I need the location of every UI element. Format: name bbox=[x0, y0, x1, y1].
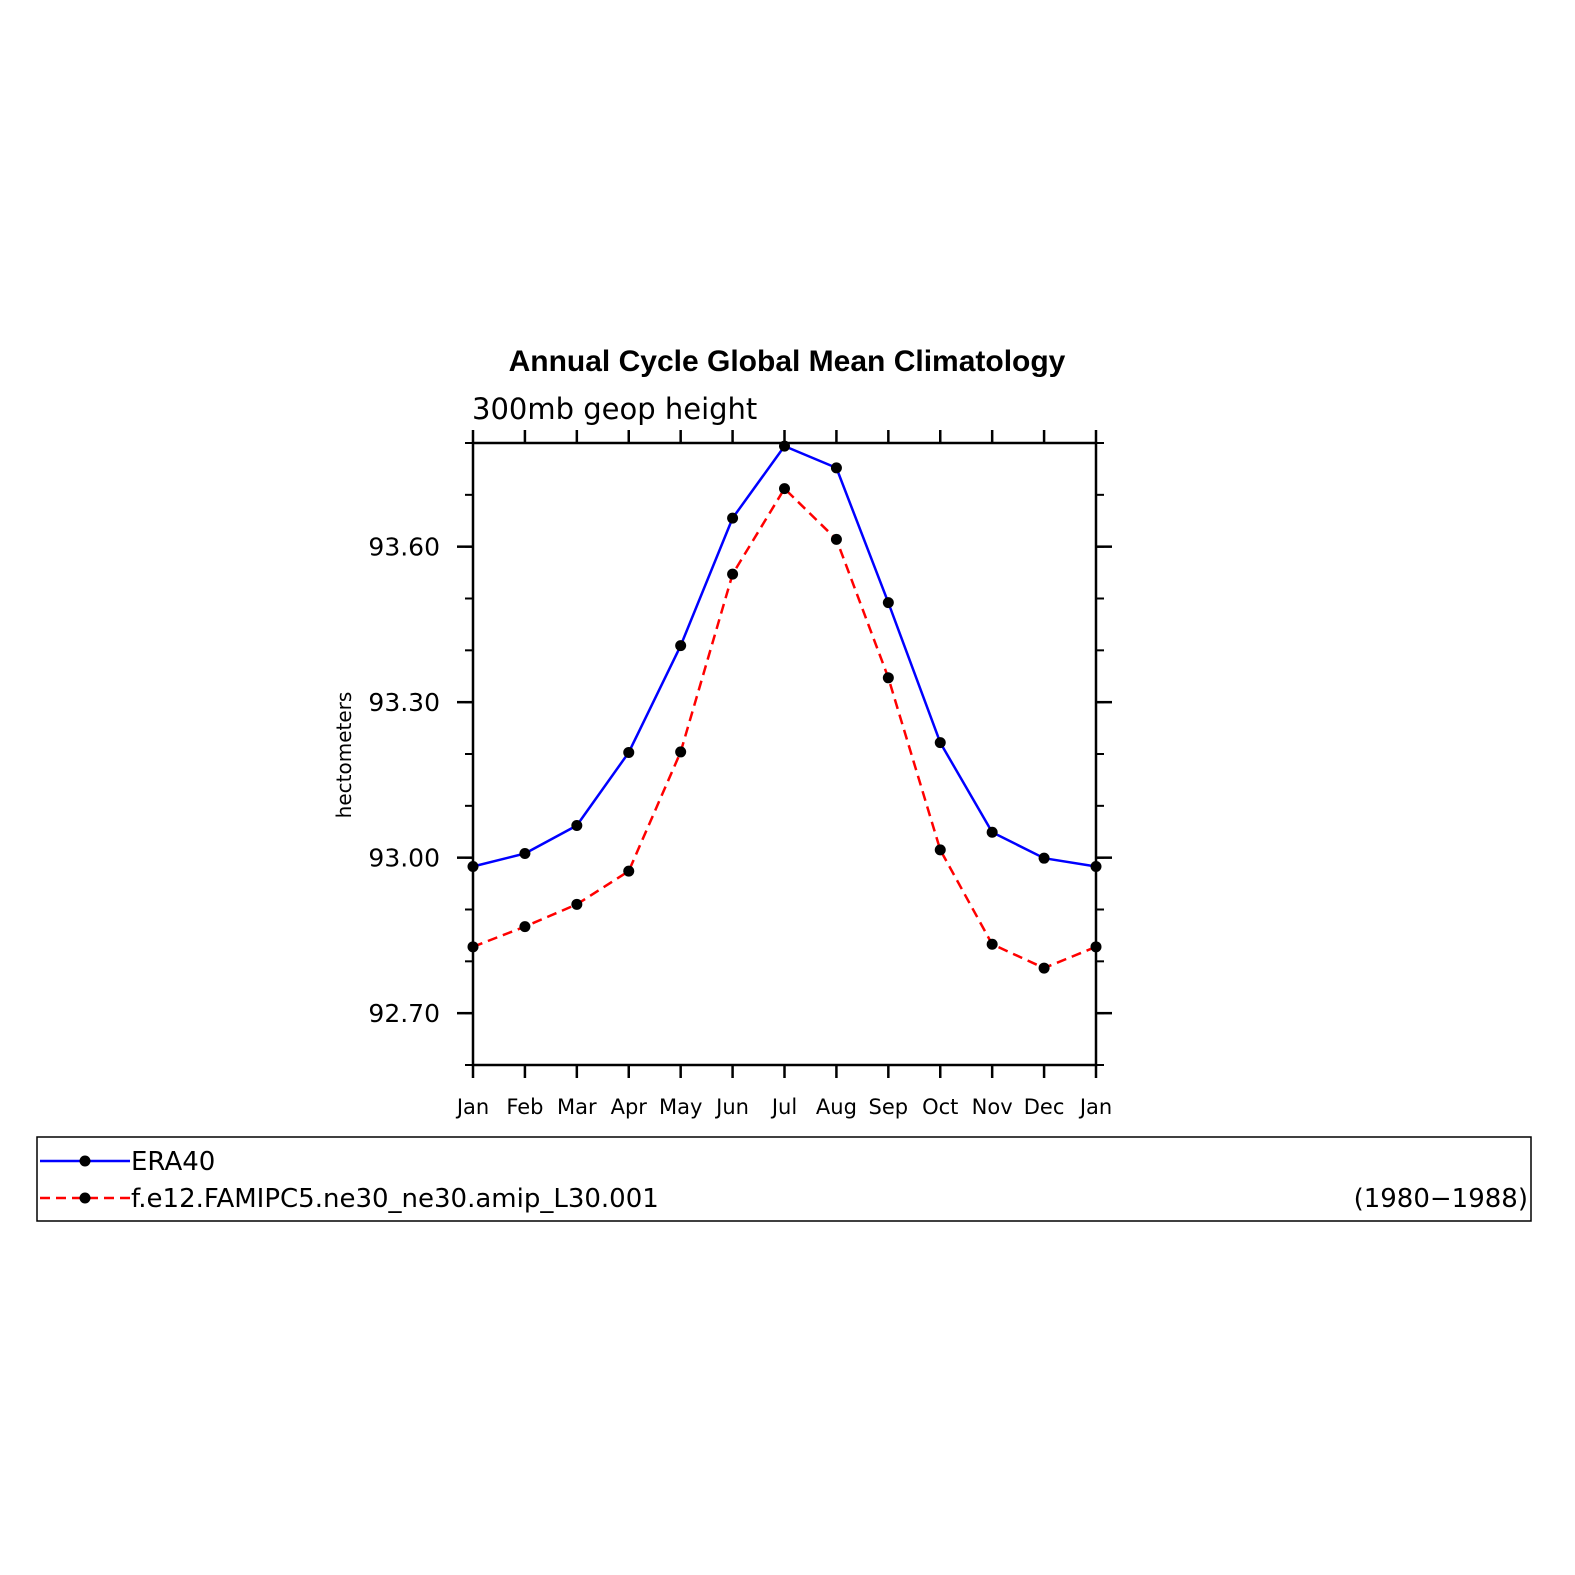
plot-frame bbox=[471, 441, 1098, 1067]
data-point bbox=[830, 462, 842, 474]
data-point bbox=[623, 746, 635, 758]
x-tick-label: Oct bbox=[922, 1095, 958, 1119]
data-point bbox=[571, 898, 583, 910]
legend: ERA40 f.e12.FAMIPC5.ne30_ne30.amip_L30.0… bbox=[36, 1136, 1532, 1222]
x-tick-label: Mar bbox=[557, 1095, 597, 1119]
data-point bbox=[623, 865, 635, 877]
x-tick-label: Apr bbox=[611, 1095, 648, 1119]
series-markers bbox=[467, 440, 1102, 974]
data-point bbox=[986, 826, 998, 838]
x-tick-label: Dec bbox=[1024, 1095, 1065, 1119]
y-tick-label: 93.60 bbox=[368, 533, 440, 562]
legend-box bbox=[36, 1136, 1532, 1222]
data-point bbox=[882, 597, 894, 609]
legend-item-era40: ERA40 bbox=[40, 1147, 215, 1177]
y-tick-label: 93.00 bbox=[368, 844, 440, 873]
series-line-0 bbox=[472, 444, 1097, 868]
legend-item-model: f.e12.FAMIPC5.ne30_ne30.amip_L30.001 bbox=[40, 1184, 659, 1214]
data-point bbox=[779, 483, 790, 495]
legend-label-model: f.e12.FAMIPC5.ne30_ne30.amip_L30.001 bbox=[131, 1184, 659, 1214]
x-tick-label: Jul bbox=[770, 1095, 797, 1119]
data-point bbox=[727, 512, 739, 524]
legend-label-era40: ERA40 bbox=[131, 1147, 215, 1177]
x-tick-label: Nov bbox=[972, 1095, 1013, 1119]
legend-period: (1980−1988) bbox=[1354, 1184, 1528, 1214]
legend-marker-era40 bbox=[79, 1155, 91, 1167]
x-tick-label: May bbox=[659, 1095, 702, 1119]
data-point bbox=[1038, 852, 1050, 864]
data-point bbox=[519, 848, 531, 860]
x-tick-labels: Jan Feb Mar Apr May Jun Jul Aug Sep Oct Nov Dec Jan bbox=[455, 1095, 1112, 1119]
data-point bbox=[571, 820, 583, 832]
data-point bbox=[675, 746, 687, 758]
data-point bbox=[934, 737, 946, 749]
y-axis-label: hectometers bbox=[332, 692, 356, 819]
y-tick-label: 93.30 bbox=[368, 688, 440, 717]
data-point bbox=[727, 568, 739, 580]
y-tick-labels: 92.70 93.00 93.30 93.60 bbox=[368, 533, 440, 1029]
chart-subtitle: 300mb geop height bbox=[472, 392, 757, 426]
series-line-1 bbox=[472, 487, 1097, 970]
data-point bbox=[675, 640, 687, 652]
x-tick-label: Feb bbox=[506, 1095, 543, 1119]
chart-title: Annual Cycle Global Mean Climatology bbox=[509, 345, 1066, 378]
data-point bbox=[830, 533, 842, 545]
series-lines bbox=[472, 444, 1097, 970]
x-tick-label: Jan bbox=[455, 1095, 489, 1119]
axis-ticks bbox=[457, 430, 1112, 1078]
x-tick-label: Aug bbox=[816, 1095, 857, 1119]
legend-marker-model bbox=[79, 1192, 91, 1204]
data-point bbox=[934, 844, 946, 856]
data-point bbox=[1038, 962, 1050, 974]
x-tick-label: Sep bbox=[869, 1095, 909, 1119]
y-tick-label: 92.70 bbox=[368, 999, 440, 1028]
x-tick-label: Jun bbox=[714, 1095, 749, 1119]
data-point bbox=[519, 921, 531, 933]
data-point bbox=[882, 672, 894, 684]
x-tick-label: Jan bbox=[1078, 1095, 1112, 1119]
data-point bbox=[986, 938, 998, 950]
